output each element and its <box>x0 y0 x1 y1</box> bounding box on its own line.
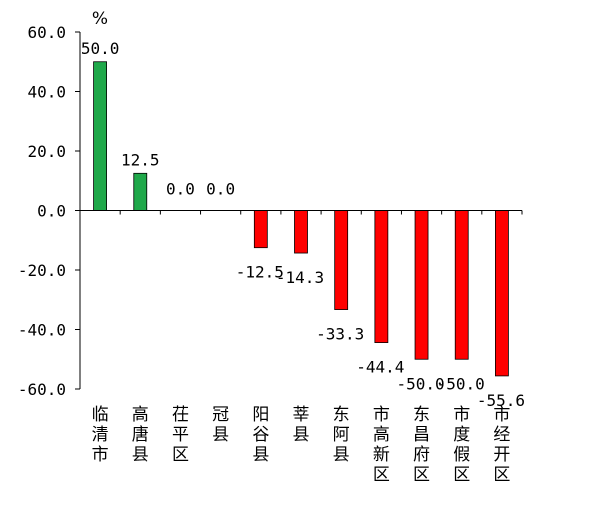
data-labels: 50.012.50.0 0.0-12.5-14.3-33.3-44.4-50.0-… <box>81 39 525 410</box>
data-label-2: 12.5 <box>121 150 160 169</box>
y-tick-label: 20.0 <box>27 142 66 161</box>
y-axis: 60.0 40.0 20.0 0.0 -20.0 -40.0 -60.0 <box>18 23 81 399</box>
category-label-1: 临清市 <box>92 405 109 465</box>
bar-8 <box>374 210 389 343</box>
y-tick-label: 40.0 <box>27 83 66 102</box>
data-label-4: 0.0 <box>206 180 235 199</box>
data-label-10: -50.0 <box>437 374 485 393</box>
data-label-8: -44.4 <box>356 358 404 377</box>
bar-2 <box>133 172 148 211</box>
y-tick-label: -40.0 <box>18 321 66 340</box>
category-label-11: 市经开区 <box>493 405 510 485</box>
y-tick-label: 60.0 <box>27 23 66 42</box>
y-tick-label: 0.0 <box>37 202 66 221</box>
data-label-6: -14.3 <box>276 268 324 287</box>
category-label-8: 市高新区 <box>373 405 390 485</box>
data-label-1: 50.0 <box>81 39 120 58</box>
bar-10 <box>454 210 469 360</box>
category-label-5: 阳谷县 <box>252 405 269 465</box>
category-label-9: 东昌府区 <box>413 405 430 485</box>
bar-6 <box>294 210 308 254</box>
y-tick-label: -60.0 <box>18 380 66 399</box>
x-axis <box>79 210 523 215</box>
data-label-11: -55.6 <box>477 391 525 410</box>
category-label-10: 市度假区 <box>453 405 470 485</box>
category-label-4: 冠县 <box>212 405 229 445</box>
category-label-7: 东阿县 <box>333 405 350 465</box>
data-label-3: 0.0 <box>166 180 195 199</box>
bar-5 <box>253 210 268 249</box>
data-label-9: -50.0 <box>396 374 444 393</box>
category-labels: 临清市 高唐县 茌平区 冠县 阳谷县 莘县 东阿县 市高新区 东昌府区 市度假区 市经开区 <box>92 405 511 485</box>
y-tick-label: -20.0 <box>18 261 66 280</box>
bars <box>93 61 509 377</box>
category-label-2: 高唐县 <box>132 405 149 465</box>
category-label-6: 莘县 <box>293 405 310 445</box>
bar-11 <box>495 210 509 377</box>
bar-7 <box>334 210 349 310</box>
bar-1 <box>93 61 107 211</box>
category-label-3: 茌平区 <box>172 405 189 465</box>
data-label-7: -33.3 <box>316 325 364 344</box>
data-label-5: -12.5 <box>236 263 284 282</box>
y-unit-label: % <box>92 9 108 29</box>
bar-9 <box>414 210 429 360</box>
